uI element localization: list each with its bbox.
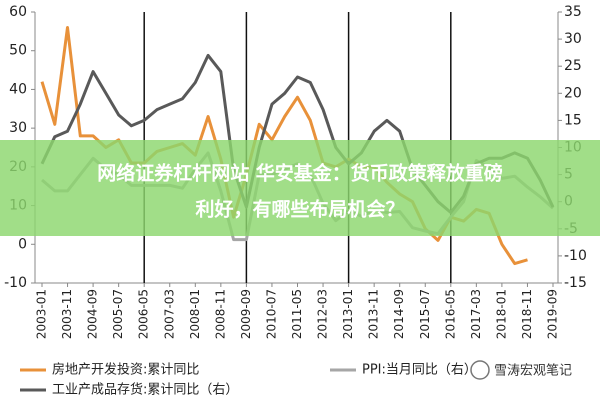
x-tick-label: 2018-11 bbox=[520, 289, 534, 339]
x-tick-label: 2003-01 bbox=[35, 289, 49, 339]
x-tick-label: 2013-01 bbox=[341, 289, 355, 339]
y2-tick-label: 35 bbox=[564, 4, 582, 20]
watermark: 雪涛宏观笔记 bbox=[494, 363, 572, 379]
y-tick-label: 50 bbox=[9, 43, 27, 59]
y-tick-label: 0 bbox=[18, 236, 27, 252]
x-tick-label: 2007-03 bbox=[162, 289, 176, 339]
legend-label: PPI:当月同比（右） bbox=[362, 363, 477, 378]
x-tick-label: 2013-11 bbox=[367, 289, 381, 339]
y-tick-label: 30 bbox=[9, 120, 27, 136]
x-tick-label: 2003-11 bbox=[60, 289, 74, 339]
x-tick-label: 2016-05 bbox=[443, 289, 457, 339]
y2-tick-label: 25 bbox=[564, 58, 582, 74]
x-tick-label: 2017-03 bbox=[469, 289, 483, 339]
x-tick-label: 2005-07 bbox=[111, 289, 125, 339]
y-tick-label: 60 bbox=[9, 4, 27, 20]
headline-banner bbox=[0, 140, 600, 236]
x-tick-label: 2008-11 bbox=[213, 289, 227, 339]
y2-tick-label: -10 bbox=[564, 248, 587, 264]
x-tick-label: 2018-01 bbox=[494, 289, 508, 339]
y2-tick-label: -15 bbox=[564, 275, 587, 291]
x-tick-label: 2011-05 bbox=[290, 289, 304, 339]
x-tick-label: 2010-07 bbox=[264, 289, 278, 339]
y2-tick-label: 20 bbox=[564, 85, 582, 101]
legend-label: 工业产成品存货:累计同比（右） bbox=[52, 382, 238, 398]
x-tick-label: 2012-03 bbox=[316, 289, 330, 339]
x-tick-label: 2004-09 bbox=[86, 289, 100, 339]
watermark-icon bbox=[470, 360, 490, 380]
x-tick-label: 2008-01 bbox=[188, 289, 202, 339]
x-tick-label: 2014-09 bbox=[392, 289, 406, 339]
x-tick-label: 2019-09 bbox=[546, 289, 560, 339]
y2-tick-label: 30 bbox=[564, 31, 582, 47]
x-tick-label: 2009-09 bbox=[239, 289, 253, 339]
x-tick-label: 2006-05 bbox=[137, 289, 151, 339]
headline: 网络证券杠杆网站 华安基金：货币政策释放重磅 bbox=[97, 162, 503, 185]
y-tick-label: 40 bbox=[9, 81, 27, 97]
y2-tick-label: 15 bbox=[564, 112, 582, 128]
y-tick-label: -10 bbox=[4, 275, 27, 291]
x-tick-label: 2015-07 bbox=[418, 289, 432, 339]
legend-label: 房地产开发投资:累计同比 bbox=[52, 362, 199, 378]
headline: 利好，有哪些布局机会？ bbox=[195, 198, 404, 221]
